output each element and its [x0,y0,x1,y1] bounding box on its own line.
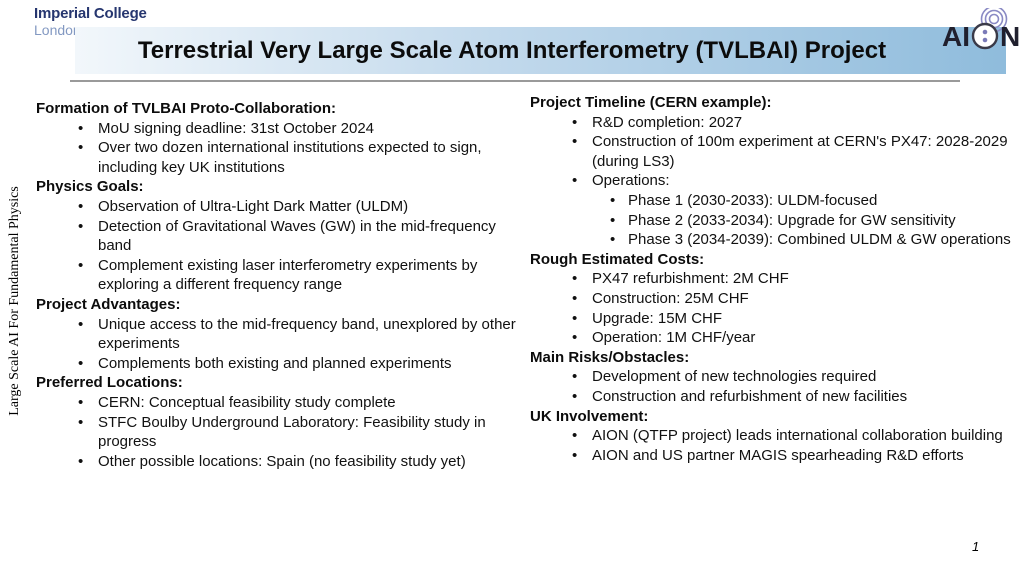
bullet-text: Construction: 25M CHF [592,289,749,307]
bullet-item: • Phase 2 (2033-2034): Upgrade for GW sen… [530,211,1012,231]
bullet-text: AION and US partner MAGIS spearheading R… [592,446,964,464]
section-heading: Formation of TVLBAI Proto-Collaboration: [36,100,336,117]
bullet-item: • CERN: Conceptual feasibility study comp… [36,393,516,413]
bullet-text: Phase 3 (2034-2039): Combined ULDM & GW … [628,231,1011,249]
bullet-text: Development of new technologies required [592,368,877,386]
bullet-glyph: • [78,139,84,157]
bullet-text: Upgrade: 15M CHF [592,309,723,327]
bullet-glyph: • [610,231,616,249]
bullet-item: • Phase 1 (2030-2033): ULDM-focused [530,191,1012,211]
bullet-glyph: • [572,172,578,190]
bullet-glyph: • [78,197,84,215]
title-underline [70,80,960,82]
page-number: 1 [972,539,980,554]
bullet-text: Complement existing laser interferometry… [98,256,478,294]
imperial-college-logo: Imperial College London [34,6,147,37]
bullet-glyph: • [610,211,616,229]
bullet-text: Phase 2 (2033-2034): Upgrade for GW sens… [628,211,956,229]
bullet-item: • Construction of 100m experiment at CERN… [530,132,1012,171]
bullet-text: CERN: Conceptual feasibility study compl… [98,393,396,411]
bullet-text: Over two dozen international institution… [98,139,482,176]
bullet-text: Complements both existing and planned ex… [98,354,452,372]
section-heading: UK Involvement: [530,407,649,425]
bullet-glyph: • [610,191,616,209]
bullet-text: Construction and refurbishment of new fa… [592,387,908,405]
bullet-item: • R&D completion: 2027 [530,113,1012,133]
bullet-text: Construction of 100m experiment at CERN'… [592,133,1008,170]
bullet-glyph: • [572,309,578,327]
title-band [75,27,1006,74]
section-heading: Physics Goals: [36,178,144,196]
bullet-glyph: • [572,270,578,288]
bullet-glyph: • [78,452,84,470]
bullet-item: • Construction: 25M CHF [530,289,1012,309]
bullet-item: • Operation: 1M CHF/year [530,328,1012,348]
bullet-item: • Phase 3 (2034-2039): Combined ULDM & GW… [530,230,1012,250]
bullet-glyph: • [572,387,578,405]
left-column: Formation of TVLBAI Proto-Collaboration:… [36,99,516,471]
bullet-item: • AION and US partner MAGIS spearheading … [530,446,1012,466]
bullet-glyph: • [572,368,578,386]
bullet-item: • MoU signing deadline: 31st October 2024 [36,119,516,139]
bullet-glyph: • [78,393,84,411]
bullet-glyph: • [572,329,578,347]
bullet-item: • Construction and refurbishment of new f… [530,387,1012,407]
bullet-glyph: • [78,119,84,137]
side-label-vertical: Large Scale AI For Fundamental Physics [7,186,22,416]
imperial-college-wordmark: Imperial College [34,5,147,22]
bullet-item: • Complement existing laser interferometr… [36,256,516,295]
aion-letter-n: N [1000,21,1020,52]
bullet-item: • Upgrade: 15M CHF [530,309,1012,329]
bullet-glyph: • [78,217,84,235]
section-heading: Main Risks/Obstacles: [530,348,690,366]
section-heading: Rough Estimated Costs: [530,250,705,268]
bullet-glyph: • [572,113,578,131]
bullet-item: • Development of new technologies require… [530,367,1012,387]
bullet-text: STFC Boulby Underground Laboratory: Feas… [98,413,486,451]
bullet-item: • AION (QTFP project) leads international… [530,426,1012,446]
bullet-text: AION (QTFP project) leads international … [592,427,1003,445]
bullet-text: Other possible locations: Spain (no feas… [98,452,466,470]
bullet-item: • PX47 refurbishment: 2M CHF [530,269,1012,289]
aion-letters-ai: AI [942,21,970,52]
bullet-glyph: • [78,315,84,333]
section-heading: Preferred Locations: [36,374,183,392]
bullet-glyph: • [78,413,84,431]
bullet-item: • STFC Boulby Underground Laboratory: Fea… [36,413,516,452]
bullet-item: • Detection of Gravitational Waves (GW) i… [36,217,516,256]
aion-logo: AI N [942,5,1022,56]
bullet-glyph: • [78,256,84,274]
bullet-text: MoU signing deadline: 31st October 2024 [98,119,375,137]
bullet-glyph: • [572,427,578,445]
bullet-text: R&D completion: 2027 [592,113,743,131]
aion-logo-graphic: AI N [942,5,1020,52]
bullet-item: • Complements both existing and planned e… [36,354,516,374]
bullet-item: • Operations: [530,171,1012,191]
right-column: Project Timeline (CERN example): • R&D com… [530,93,1012,465]
bullet-glyph: • [78,354,84,372]
bullet-text: Detection of Gravitational Waves (GW) in… [98,217,496,255]
bullet-text: PX47 refurbishment: 2M CHF [592,270,789,288]
bullet-glyph: • [572,289,578,307]
bullet-item: • Unique access to the mid-frequency band… [36,315,516,354]
bullet-text: Unique access to the mid-frequency band,… [98,315,516,353]
bullet-item: • Observation of Ultra-Light Dark Matter … [36,197,516,217]
bullet-glyph: • [572,446,578,464]
bullet-item: • Other possible locations: Spain (no fea… [36,452,516,472]
bullet-text: Phase 1 (2030-2033): ULDM-focused [628,191,878,209]
bullet-item: • Over two dozen international institutio… [36,138,516,177]
section-heading: Project Timeline (CERN example): [530,94,772,111]
page-title: Terrestrial Very Large Scale Atom Interf… [137,37,887,64]
bullet-glyph: • [572,133,578,151]
section-heading: Project Advantages: [36,295,181,313]
bullet-text: Operations: [592,172,670,190]
bullet-text: Operation: 1M CHF/year [592,329,756,347]
imperial-london-wordmark: London [34,21,81,38]
bullet-text: Observation of Ultra-Light Dark Matter (… [98,197,409,215]
